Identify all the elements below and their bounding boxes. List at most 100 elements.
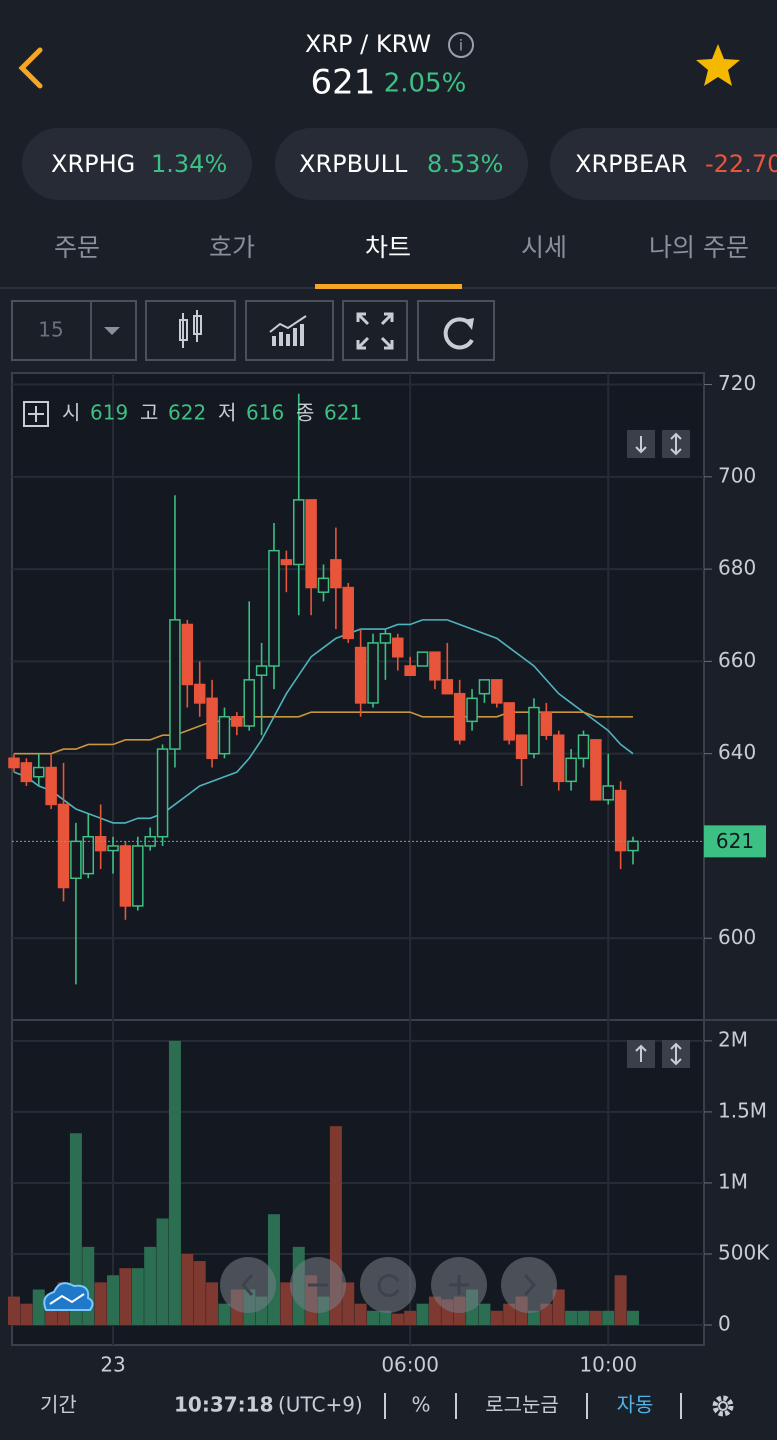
candle-body	[255, 665, 268, 676]
candle-body	[466, 697, 478, 723]
candle-body	[70, 840, 82, 880]
price-change: 2.05%	[384, 69, 467, 99]
candle-body	[552, 734, 565, 783]
candle-body	[404, 665, 416, 676]
candle-body	[441, 679, 454, 695]
candle-body	[354, 646, 367, 704]
nav-buttons[interactable]	[220, 1257, 557, 1313]
volume-bar	[144, 1246, 157, 1325]
x-tick-label: 10:00	[579, 1353, 637, 1377]
ticker-name: XRPHG	[51, 150, 135, 178]
volume-bar	[32, 1289, 45, 1325]
volume-bar	[94, 1282, 107, 1325]
ohlc-label: 시	[62, 401, 80, 425]
candle-body	[429, 651, 441, 681]
y-tick-label: 640	[718, 740, 756, 764]
candle-icon	[179, 310, 202, 348]
candle-body	[317, 577, 330, 593]
x-tick-label: 23	[100, 1353, 125, 1377]
y-tick-label: 660	[718, 648, 756, 672]
candle-body	[565, 757, 577, 783]
ohlc-value: 616	[246, 401, 284, 425]
ticker-pill[interactable]	[275, 128, 528, 200]
ohlc-label: 종	[296, 401, 314, 425]
candle-body	[515, 734, 528, 760]
indicator-button[interactable]	[245, 300, 334, 361]
info-icon[interactable]: i	[448, 32, 474, 58]
ohlc-value: 622	[168, 401, 206, 425]
y-tick-label: 700	[718, 463, 756, 487]
ticker-pill[interactable]	[22, 128, 252, 200]
last-price-label: 621	[716, 829, 754, 853]
interval-value: 15	[38, 318, 63, 342]
candle-body	[342, 586, 355, 640]
fullscreen-button[interactable]	[342, 300, 408, 361]
candle-body	[305, 499, 317, 589]
volume-bar	[168, 1040, 181, 1325]
candle-body	[20, 762, 33, 783]
volume-bar	[404, 1310, 417, 1325]
favorite-star[interactable]	[696, 44, 740, 86]
y2-tick-label: 1.5M	[718, 1098, 767, 1122]
candle-body	[45, 766, 57, 806]
settings-icon[interactable]	[712, 1395, 734, 1417]
y2-tick-label: 500K	[718, 1240, 770, 1264]
footer-dividers	[384, 1393, 682, 1419]
candle-body	[8, 757, 20, 769]
candle-body	[590, 739, 602, 801]
crosshair-icon[interactable]	[23, 401, 49, 427]
volume-bar	[602, 1310, 615, 1325]
y2-tick-label: 1M	[718, 1169, 748, 1193]
ticker-name: XRPBEAR	[575, 150, 687, 178]
volume-bar	[107, 1275, 120, 1325]
candle-body	[379, 632, 392, 644]
fullscreen-icon	[356, 312, 394, 350]
ticker-change: 1.34%	[151, 150, 227, 178]
volume-bar	[565, 1310, 578, 1325]
volume-bar	[354, 1303, 367, 1325]
candle-body	[243, 679, 255, 727]
candle-body	[540, 711, 553, 736]
tab[interactable]: 시세	[521, 233, 567, 262]
scale-buttons[interactable]	[627, 430, 690, 1068]
y2-tick-label: 0	[718, 1312, 731, 1336]
ticker-name: XRPBULL	[299, 150, 408, 178]
volume-bar	[614, 1275, 627, 1325]
auto-toggle[interactable]: 자동	[617, 1393, 654, 1417]
ohlc-label: 저	[218, 401, 236, 425]
back-button[interactable]	[18, 47, 43, 89]
svg-text:i: i	[459, 37, 463, 55]
candle-body	[330, 559, 342, 589]
candle-body	[528, 706, 540, 755]
volume-bar	[391, 1313, 404, 1325]
volume-bar	[156, 1218, 169, 1325]
volume-bar	[193, 1261, 206, 1325]
candle-body	[156, 748, 169, 838]
candle-body	[119, 845, 132, 907]
volume-bar	[181, 1253, 194, 1325]
ticker-pill[interactable]	[550, 128, 777, 200]
clock: 10:37:18	[174, 1393, 274, 1417]
volume-bar	[119, 1268, 132, 1325]
dropdown-arrow	[104, 327, 120, 335]
tab[interactable]: 호가	[209, 233, 255, 262]
percent-toggle[interactable]: %	[411, 1393, 430, 1417]
volume-bar	[490, 1310, 503, 1325]
refresh-button[interactable]	[417, 300, 495, 361]
tab[interactable]: 주문	[54, 233, 100, 262]
candle-body	[193, 683, 206, 704]
volume-bar	[69, 1133, 82, 1325]
volume-bar	[416, 1303, 429, 1325]
candle-body	[491, 679, 503, 704]
candle-type-button[interactable]	[145, 300, 236, 361]
pair-title: XRP / KRW	[305, 30, 431, 58]
candle-body	[218, 716, 231, 755]
tab-active[interactable]: 차트	[365, 233, 411, 262]
tab[interactable]: 나의 주문	[649, 233, 749, 262]
interval-select[interactable]	[11, 300, 137, 361]
period-label[interactable]: 기간	[40, 1393, 77, 1417]
volume-bar	[206, 1282, 219, 1325]
log-toggle[interactable]: 로그눈금	[485, 1393, 559, 1417]
